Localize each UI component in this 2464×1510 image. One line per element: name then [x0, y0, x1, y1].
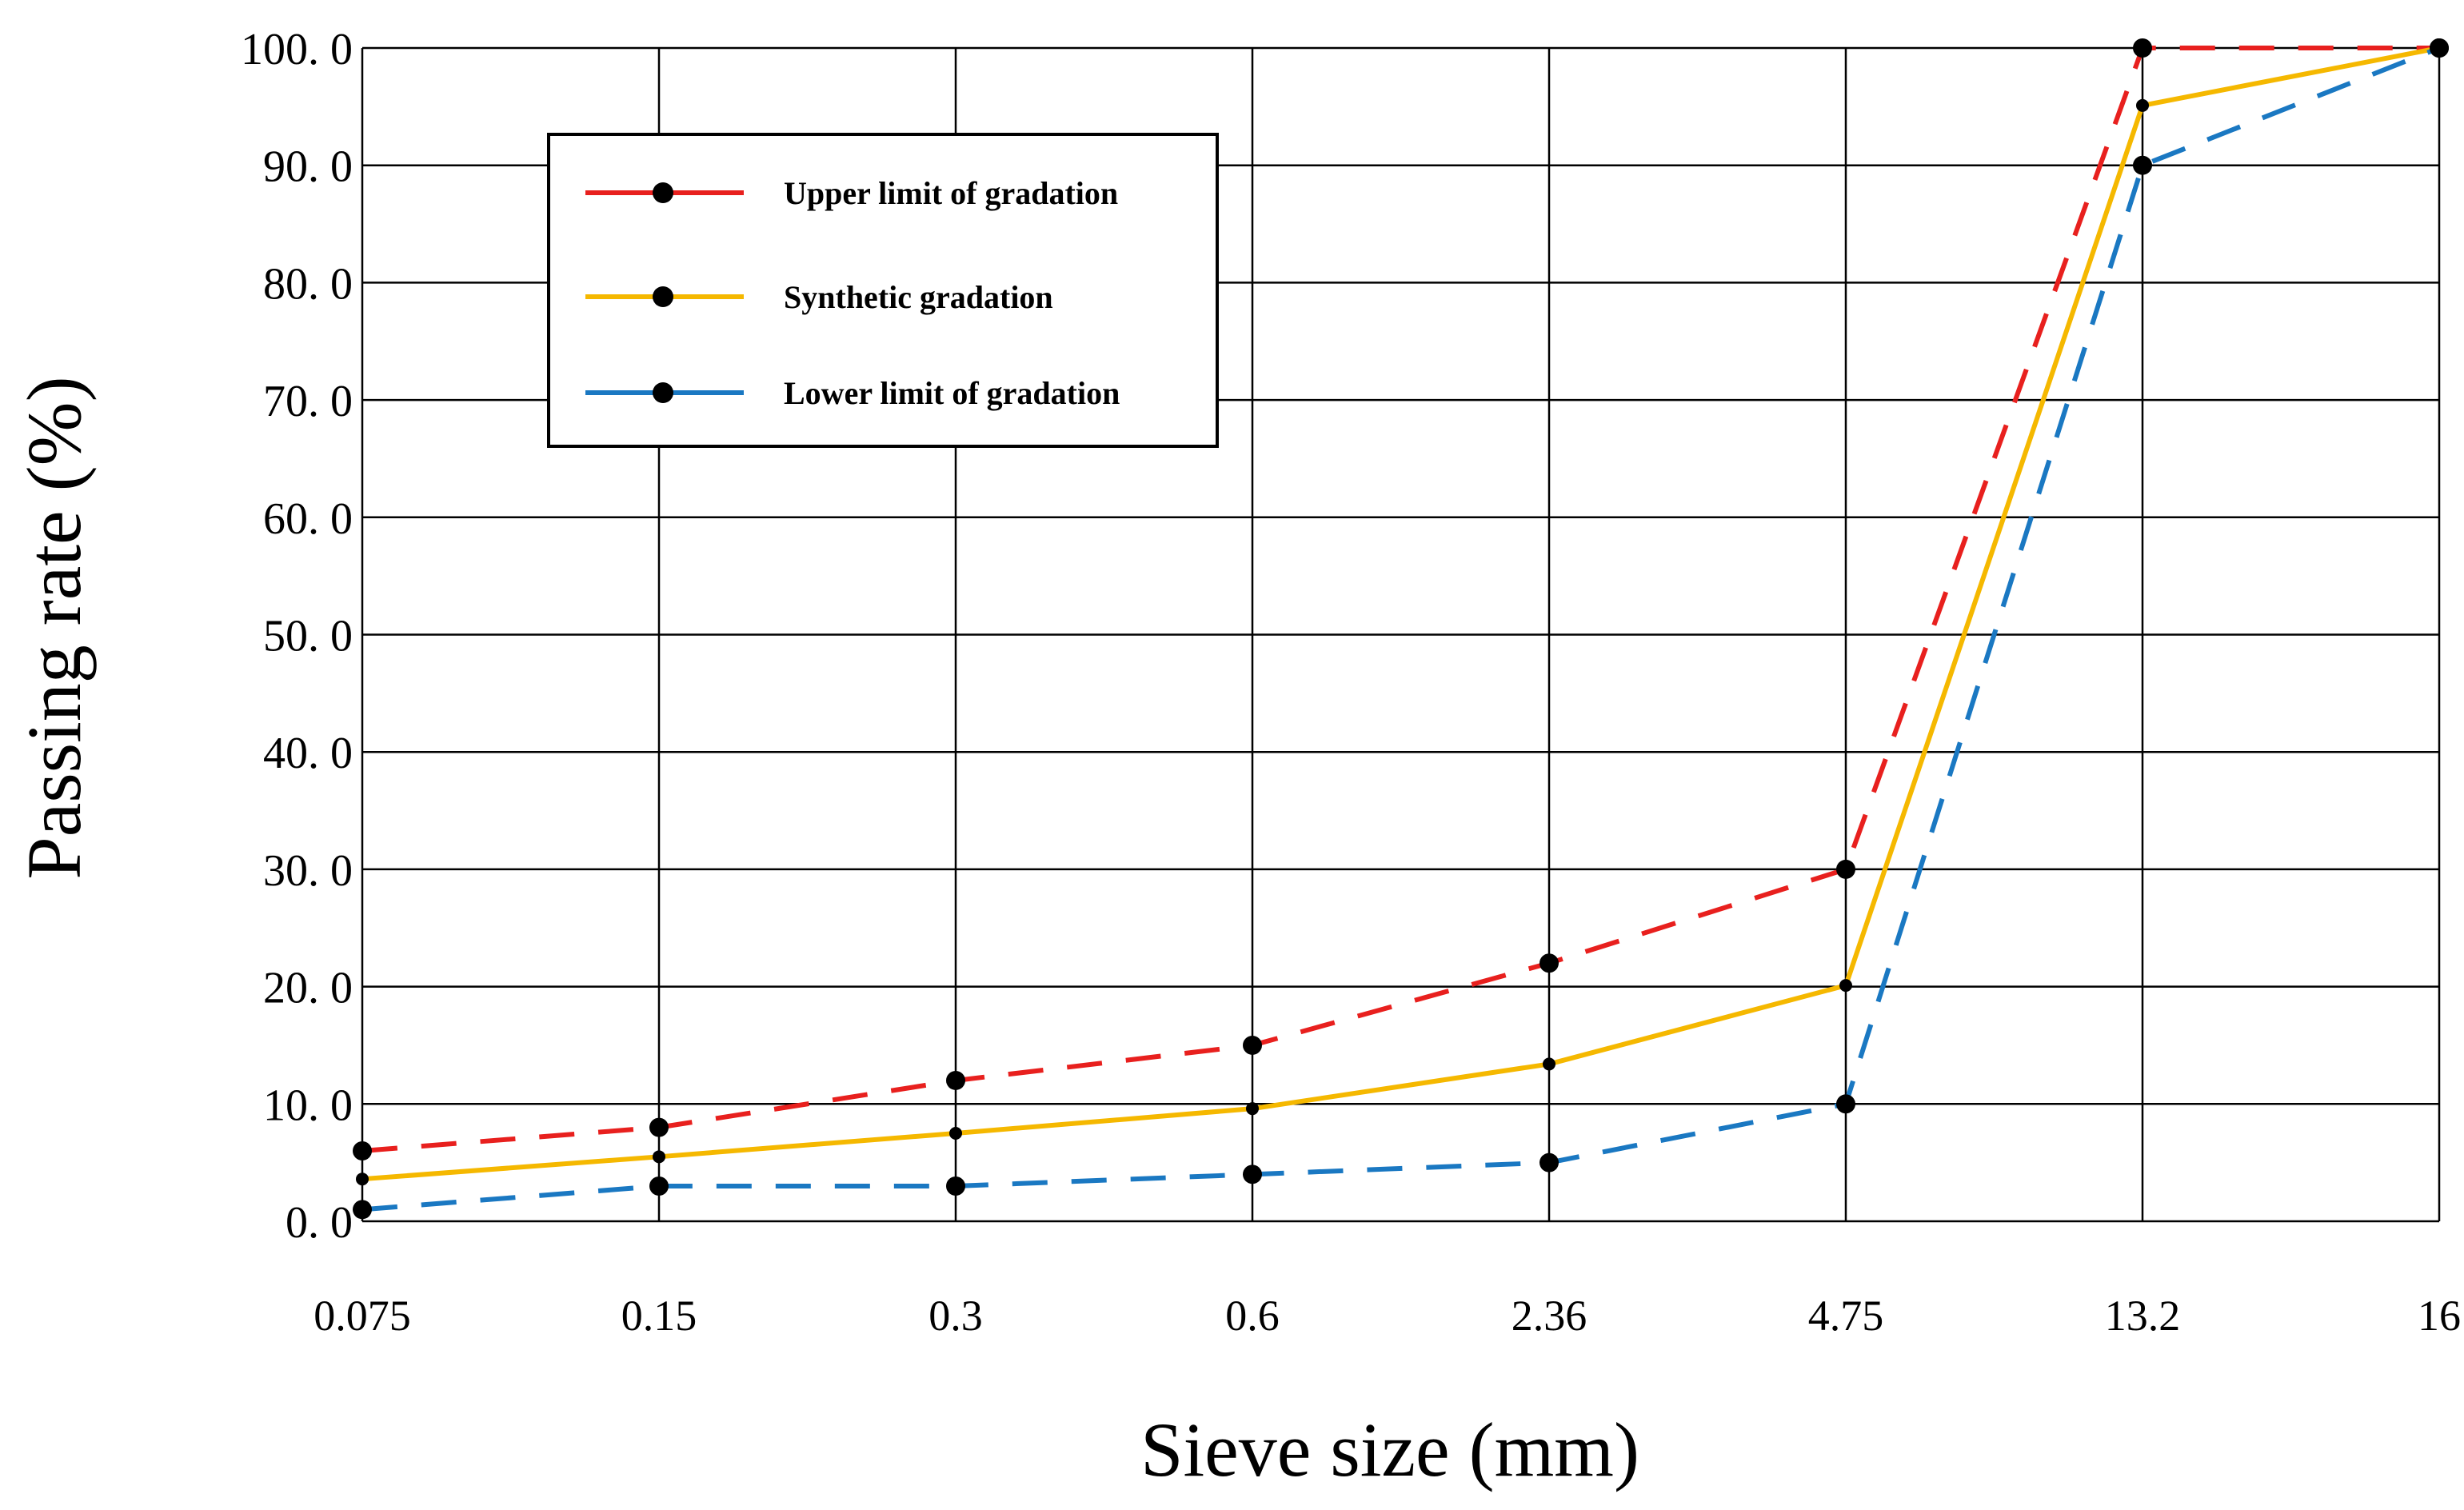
x-axis-title: Sieve size (mm)	[1140, 1407, 1639, 1492]
grid-lines	[361, 46, 2441, 1223]
legend-label: Lower limit of gradation	[784, 375, 1120, 411]
data-point	[356, 1172, 369, 1186]
x-tick-label: 0.3	[928, 1292, 983, 1340]
data-point	[1246, 1102, 1259, 1116]
x-tick-label: 4.75	[1808, 1292, 1884, 1340]
series-layer	[353, 38, 2449, 1220]
data-point	[649, 1176, 669, 1196]
y-tick-label: 20. 0	[263, 964, 353, 1013]
x-tick-label: 0.15	[621, 1292, 697, 1340]
data-point	[1839, 979, 1852, 993]
data-point	[949, 1126, 962, 1140]
legend-swatch-marker	[653, 182, 673, 203]
data-point	[1540, 953, 1559, 973]
x-tick-label: 0.6	[1225, 1292, 1280, 1340]
x-tick-label: 2.36	[1512, 1292, 1587, 1340]
y-tick-label: 90. 0	[263, 142, 353, 192]
legend-label: Synthetic gradation	[784, 279, 1053, 315]
y-tick-label: 70. 0	[263, 377, 353, 426]
series-lower-limit-of-gradation	[353, 38, 2449, 1220]
y-tick-label: 50. 0	[263, 612, 353, 661]
data-point	[1243, 1035, 1262, 1055]
y-tick-label: 80. 0	[263, 259, 353, 309]
legend: Upper limit of gradation Synthetic gradat…	[547, 133, 1219, 448]
x-axis-tick-labels: 0.075 0.15 0.3 0.6 2.36 4.75 13.2 16	[313, 1292, 2461, 1340]
y-tick-label: 40. 0	[263, 729, 353, 778]
data-point	[1836, 1094, 1855, 1114]
data-point	[2136, 98, 2149, 112]
data-point	[1243, 1164, 1262, 1184]
x-tick-label: 0.075	[313, 1292, 411, 1340]
data-point	[946, 1176, 965, 1196]
data-point	[1543, 1057, 1555, 1071]
series-line	[361, 46, 2440, 1182]
data-point	[946, 1070, 965, 1090]
y-tick-label: 100. 0	[241, 25, 353, 74]
data-point	[653, 1150, 665, 1164]
y-tick-label: 0. 0	[286, 1198, 353, 1248]
legend-swatch-marker	[653, 286, 673, 307]
data-point	[2133, 38, 2152, 58]
y-tick-label: 30. 0	[263, 846, 353, 896]
x-tick-label: 13.2	[2105, 1292, 2181, 1340]
y-tick-label: 60. 0	[263, 494, 353, 544]
legend-label: Upper limit of gradation	[784, 175, 1118, 211]
data-point	[2133, 155, 2152, 175]
y-tick-label: 10. 0	[263, 1081, 353, 1130]
y-axis-tick-labels: 0. 0 10. 0 20. 0 30. 0 40. 0 50. 0 60. 0 70. 0 8…	[241, 25, 353, 1248]
y-axis-title: Passing rate (%)	[11, 376, 97, 879]
data-point	[353, 1140, 372, 1160]
legend-swatch-marker	[653, 382, 673, 403]
data-point	[649, 1117, 669, 1137]
data-point	[353, 1200, 372, 1220]
data-point	[1540, 1152, 1559, 1172]
data-point	[2430, 38, 2449, 58]
series-line	[361, 46, 2441, 1212]
x-tick-label: 16	[2418, 1292, 2461, 1340]
data-point	[1836, 859, 1855, 879]
